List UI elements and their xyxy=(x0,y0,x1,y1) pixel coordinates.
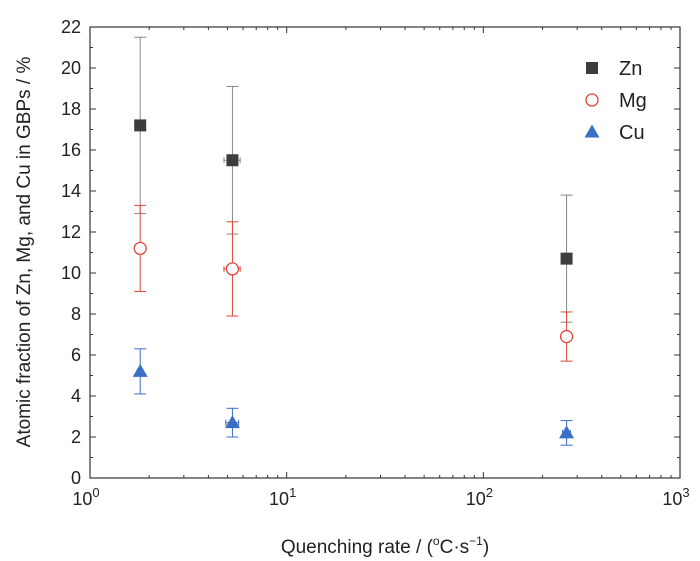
data-point-mg xyxy=(133,241,147,256)
data-point-zn xyxy=(226,154,239,167)
x-tick-base: 10 xyxy=(466,489,486,509)
y-tick-label: 8 xyxy=(71,304,81,324)
y-tick-label: 4 xyxy=(71,386,81,406)
y-tick-label: 18 xyxy=(61,99,81,119)
x-tick-label: 102 xyxy=(466,485,493,509)
y-tick-label: 2 xyxy=(71,427,81,447)
data-point-mg xyxy=(559,329,574,344)
y-tick-label: 0 xyxy=(71,468,81,488)
legend-marker-cu xyxy=(584,124,600,138)
y-tick-label: 12 xyxy=(61,222,81,242)
x-tick-label: 101 xyxy=(269,485,296,509)
axis-ticks xyxy=(89,26,680,479)
data-point-zn xyxy=(134,119,147,132)
x-axis-label-close: ) xyxy=(483,537,489,558)
data-point-cu xyxy=(132,363,148,377)
y-tick-label: 22 xyxy=(61,17,81,37)
series-zn xyxy=(134,36,573,323)
legend-marker-zn xyxy=(586,62,598,74)
y-tick-label: 6 xyxy=(71,345,81,365)
y-tick-label: 16 xyxy=(61,140,81,160)
x-tick-label: 100 xyxy=(72,485,99,509)
y-tick-label: 20 xyxy=(61,58,81,78)
data-point-cu xyxy=(559,425,575,439)
x-tick-exponent: 0 xyxy=(92,485,99,500)
legend-label-mg: Mg xyxy=(619,90,647,112)
x-axis-label: Quenching rate / (oC·s−1) xyxy=(281,534,489,558)
x-axis-label-unit: C·s xyxy=(440,537,470,558)
legend-label-cu: Cu xyxy=(619,122,645,144)
x-tick-exponent: 2 xyxy=(486,485,493,500)
x-tick-label: 103 xyxy=(662,485,689,509)
x-axis-label-degree: o xyxy=(433,534,440,548)
x-tick-exponent: 3 xyxy=(682,485,689,500)
data-point-cu xyxy=(224,415,240,429)
y-tick-label: 10 xyxy=(61,263,81,283)
x-tick-exponent: 1 xyxy=(289,485,296,500)
series-mg xyxy=(133,204,574,362)
y-tick-labels: 0 2 4 6 8 10 12 14 16 18 20 22 xyxy=(61,17,81,488)
x-tick-labels: 100 101 102 103 xyxy=(72,485,689,509)
legend-label-zn: Zn xyxy=(619,58,642,80)
y-axis-label: Atomic fraction of Zn, Mg, and Cu in GBP… xyxy=(14,57,35,448)
data-layer xyxy=(132,36,575,446)
x-tick-base: 10 xyxy=(269,489,289,509)
legend-marker-mg xyxy=(585,93,599,107)
x-tick-base: 10 xyxy=(72,489,92,509)
x-tick-base: 10 xyxy=(662,489,682,509)
x-axis-label-exponent: −1 xyxy=(469,534,483,548)
y-tick-label: 14 xyxy=(61,181,81,201)
series-cu xyxy=(132,348,575,446)
legend: Zn Mg Cu xyxy=(584,58,647,144)
x-axis-label-main: Quenching rate / ( xyxy=(281,537,434,558)
data-point-mg xyxy=(225,262,240,276)
data-point-zn xyxy=(560,252,573,265)
